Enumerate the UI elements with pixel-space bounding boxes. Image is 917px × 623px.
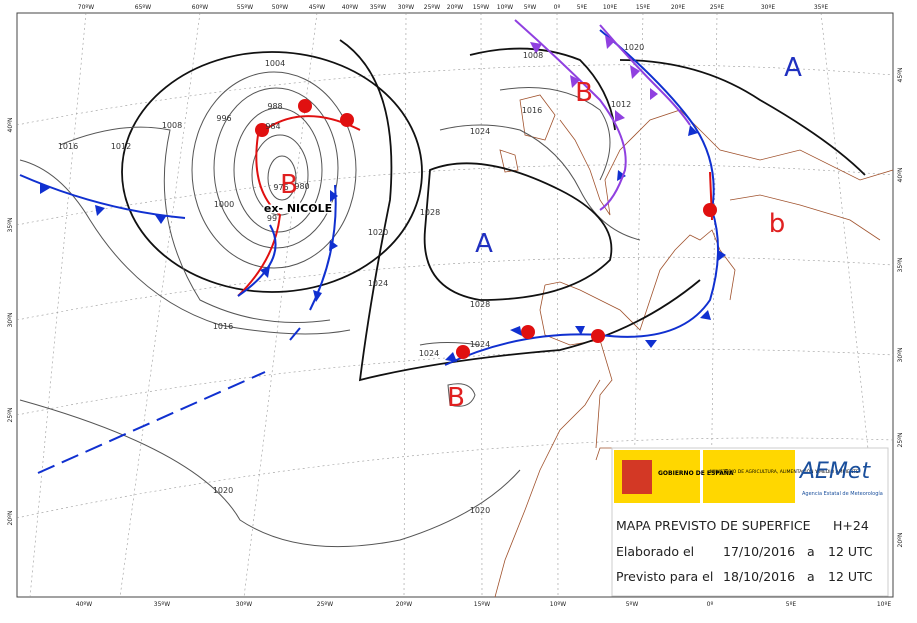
isobar-label: 976: [273, 183, 288, 192]
left-axis-label: 40ºN: [7, 118, 14, 133]
top-axis-label: 5ºW: [524, 4, 537, 11]
top-axis-label: 25ºW: [424, 4, 440, 11]
storm-label: ex- NICOLE: [264, 202, 332, 215]
right-axis-label: 25ºN: [897, 433, 904, 448]
aemet-subtitle: Agencia Estatal de Meteorología: [802, 490, 883, 497]
isobar-label: 1020: [624, 43, 644, 52]
bottom-axis-label: 25ºW: [317, 601, 333, 608]
top-axis-label: 55ºW: [237, 4, 253, 11]
top-axis-label: 65ºW: [135, 4, 151, 11]
valid-label: Previsto para el: [616, 569, 713, 584]
left-axis-label: 20ºN: [7, 511, 14, 526]
left-axis-label: 25ºN: [7, 408, 14, 423]
isobar-label: 1020: [213, 486, 233, 495]
map-title: MAPA PREVISTO DE SUPERFICE: [616, 518, 811, 533]
isobar-label: 1024: [368, 279, 388, 288]
top-axis-label: 15ºE: [636, 4, 650, 11]
ministry-text: MINISTERIO DE AGRICULTURA, ALIMENTACIÓN …: [710, 468, 859, 475]
left-axis-label: 35ºN: [7, 218, 14, 233]
top-axis-label: 70ºW: [78, 4, 94, 11]
top-axis-label: 5ºE: [577, 4, 588, 11]
isobar-label: 1028: [420, 208, 440, 217]
bottom-axis-label: 35ºW: [154, 601, 170, 608]
top-axis-label: 15ºW: [473, 4, 489, 11]
made-label: Elaborado el: [616, 544, 694, 559]
isobar-label: 1024: [470, 127, 490, 136]
coat-of-arms: [622, 460, 652, 494]
bottom-axis-label: 15ºW: [474, 601, 490, 608]
valid-sep: a: [807, 569, 815, 584]
bottom-axis-label: 30ºW: [236, 601, 252, 608]
pressure-center: B: [575, 78, 593, 108]
isobar-label: 1000: [214, 200, 234, 209]
isobar-label: 996: [216, 114, 231, 123]
made-date: 17/10/2016: [723, 544, 795, 559]
top-axis-label: 45ºW: [309, 4, 325, 11]
isobar-label: 1016: [58, 142, 78, 151]
right-axis-label: 30ºN: [897, 348, 904, 363]
top-axis-label: 40ºW: [342, 4, 358, 11]
top-axis-label: 35ºW: [370, 4, 386, 11]
top-axis-label: 10ºE: [603, 4, 617, 11]
lead-time: H+24: [833, 518, 869, 533]
left-axis-label: 30ºN: [7, 313, 14, 328]
made-time: 12 UTC: [828, 544, 873, 559]
right-axis-label: 20ºN: [897, 533, 904, 548]
pressure-center: B: [447, 383, 465, 413]
pressure-center: b: [769, 209, 786, 239]
isobar-label: 1004: [265, 59, 285, 68]
top-axis-label: 0º: [554, 4, 561, 11]
fronts: [19, 19, 726, 474]
isobar-label: 1008: [523, 51, 543, 60]
bottom-axis-label: 40ºW: [76, 601, 92, 608]
made-sep: a: [807, 544, 815, 559]
top-axis-label: 20ºE: [671, 4, 685, 11]
right-axis-label: 40ºN: [897, 168, 904, 183]
isobar-label: 1020: [368, 228, 388, 237]
bottom-axis-label: 10ºW: [550, 601, 566, 608]
valid-date: 18/10/2016: [723, 569, 795, 584]
bottom-axis-label: 20ºW: [396, 601, 412, 608]
labels: 70ºW 65ºW 60ºW 55ºW 50ºW 45ºW 40ºW 35ºW 30ºW 25ºW…: [7, 4, 904, 608]
bottom-axis-label: 5ºE: [786, 601, 797, 608]
top-axis-label: 50ºW: [272, 4, 288, 11]
isobar-label: 1024: [470, 340, 490, 349]
isobar-label: 1020: [470, 506, 490, 515]
isobar-label: 1028: [470, 300, 490, 309]
top-axis-label: 60ºW: [192, 4, 208, 11]
isobar-label: 1012: [111, 142, 131, 151]
top-axis-label: 35ºE: [814, 4, 828, 11]
pressure-center: A: [784, 53, 802, 83]
isobar-label: 1016: [213, 322, 233, 331]
valid-time: 12 UTC: [828, 569, 873, 584]
right-axis-label: 35ºN: [897, 258, 904, 273]
map-frame: [16, 12, 894, 598]
top-axis-label: 30ºW: [398, 4, 414, 11]
isobar-label: 984: [265, 122, 280, 131]
bottom-axis-label: 0º: [707, 601, 714, 608]
isobar-label: 1024: [419, 349, 439, 358]
top-axis-label: 30ºE: [761, 4, 775, 11]
government-text: GOBIERNO DE ESPAÑA: [658, 470, 734, 477]
aemet-logo: AEMet: [798, 459, 871, 484]
isobar-label: 1016: [522, 106, 542, 115]
top-axis-label: 25ºE: [710, 4, 724, 11]
right-axis-label: 45ºN: [897, 68, 904, 83]
ministry-logo: [703, 450, 795, 503]
pressure-center: B: [280, 170, 298, 200]
isobar-label: 980: [294, 182, 309, 191]
pressure-center: A: [475, 229, 493, 259]
isobar-label: 988: [267, 102, 282, 111]
isobar-label: 1008: [162, 121, 182, 130]
bottom-axis-label: 5ºW: [626, 601, 639, 608]
top-axis-label: 20ºW: [447, 4, 463, 11]
top-axis-label: 10ºW: [497, 4, 513, 11]
info-box: GOBIERNO DE ESPAÑA MINISTERIO DE AGRICUL…: [611, 447, 889, 597]
isobar-label: 1012: [611, 100, 631, 109]
bottom-axis-label: 10ºE: [877, 601, 891, 608]
isobar-label: 99: [267, 214, 277, 223]
